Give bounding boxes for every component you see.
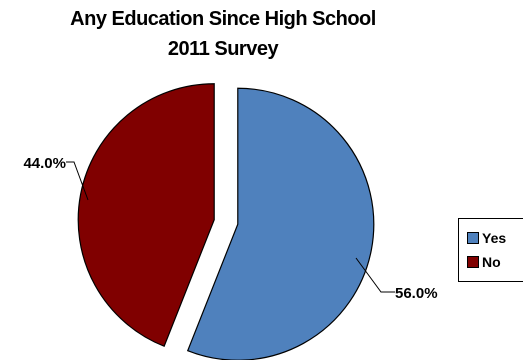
- legend-item-yes: Yes: [467, 229, 506, 247]
- legend-label-yes: Yes: [482, 230, 507, 246]
- pie-slice-yes: [186, 87, 375, 360]
- legend-label-no: No: [482, 254, 501, 270]
- chart-legend: Yes No: [458, 218, 523, 282]
- chart-title: Any Education Since High School: [70, 8, 376, 30]
- legend-swatch-no: [467, 256, 479, 268]
- leader-line-no: [66, 161, 89, 201]
- data-label-yes: 56.0%: [395, 285, 438, 302]
- legend-item-no: No: [467, 253, 501, 271]
- pie-slice-no: [77, 83, 215, 347]
- data-label-no: 44.0%: [23, 155, 66, 172]
- leader-line-yes: [355, 257, 395, 293]
- chart-subtitle: 2011 Survey: [167, 38, 279, 60]
- legend-swatch-yes: [467, 232, 479, 244]
